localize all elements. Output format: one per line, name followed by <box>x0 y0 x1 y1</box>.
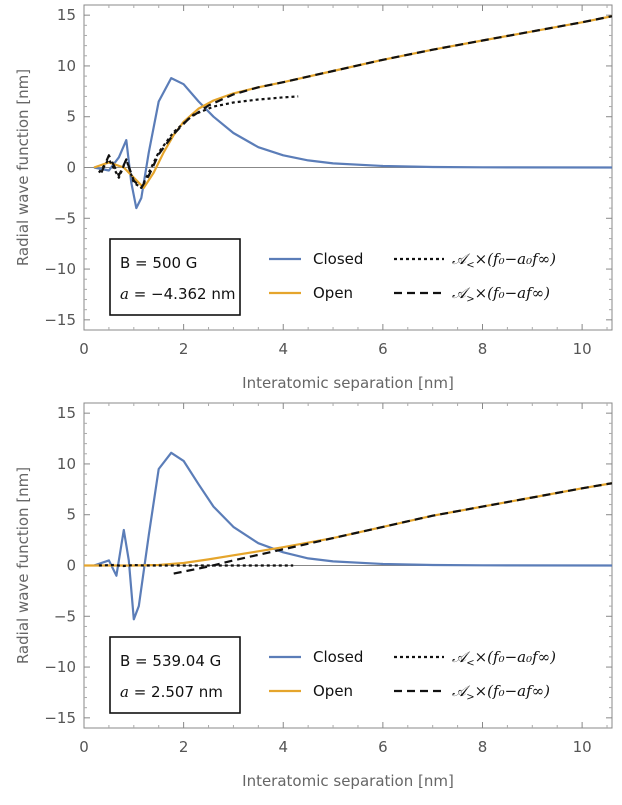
math-subscript: < <box>466 260 474 271</box>
math-expression: ×(f₀−af∞) <box>475 284 551 302</box>
y-tick-label: 15 <box>57 404 76 422</box>
y-tick-label: 5 <box>66 108 76 126</box>
series-dashed-asymptote <box>100 15 612 189</box>
y-tick-label: 0 <box>66 557 76 575</box>
series-closed <box>93 77 612 210</box>
y-tick-label: −15 <box>44 709 76 727</box>
y-tick-label: 5 <box>66 506 76 524</box>
legend-label-closed: Closed <box>313 648 363 666</box>
x-tick-label: 8 <box>478 738 488 756</box>
x-tick-label: 10 <box>573 738 592 756</box>
x-tick-label: 2 <box>179 340 189 358</box>
legend-label-dashed: 𝒜>×(f₀−af∞) <box>452 284 550 305</box>
x-axis-label: Interatomic separation [nm] <box>242 374 454 392</box>
math-expression: ×(f₀−a₀f∞) <box>475 648 557 666</box>
y-tick-label: −5 <box>54 607 76 625</box>
x-tick-label: 6 <box>378 340 388 358</box>
y-tick-label: −5 <box>54 209 76 227</box>
x-tick-label: 4 <box>278 738 288 756</box>
y-tick-label: 0 <box>66 159 76 177</box>
scattering-length-value: = 2.507 nm <box>129 683 223 701</box>
y-axis-label: Radial wave function [nm] <box>14 467 32 664</box>
x-tick-label: 0 <box>79 340 89 358</box>
y-tick-label: −10 <box>44 658 76 676</box>
annotation-box <box>109 636 241 714</box>
math-expression: ×(f₀−a₀f∞) <box>475 250 557 268</box>
legend-label-dashed: 𝒜>×(f₀−af∞) <box>452 682 550 703</box>
chart-panel-1: 0 2 4 6 8 10 −15 −10 −5 0 5 10 15 Interatomic separat… <box>14 4 613 392</box>
scattering-length-value: = −4.362 nm <box>129 285 236 303</box>
series-open <box>93 15 612 189</box>
x-tick-label: 0 <box>79 738 89 756</box>
x-tick-label: 2 <box>179 738 189 756</box>
chart-panel-2: 0 2 4 6 8 10 −15 −10 −5 0 5 10 15 Interatomic separat… <box>14 402 613 790</box>
math-subscript: > <box>466 294 474 305</box>
annotation-box <box>109 238 241 316</box>
legend-label-open: Open <box>313 682 353 700</box>
x-axis-label: Interatomic separation [nm] <box>242 772 454 790</box>
math-subscript: > <box>466 692 474 703</box>
x-tick-label: 10 <box>573 340 592 358</box>
series-closed <box>93 451 612 621</box>
scattering-length-symbol: a <box>120 285 129 303</box>
annotation-field: B = 539.04 G <box>120 652 221 670</box>
series-dashed-asymptote <box>173 482 612 575</box>
y-tick-label: −10 <box>44 260 76 278</box>
y-tick-label: 10 <box>57 57 76 75</box>
series-open <box>84 482 612 567</box>
legend-label-open: Open <box>313 284 353 302</box>
annotation-scattering-length: a = 2.507 nm <box>120 683 223 701</box>
y-tick-label: 10 <box>57 455 76 473</box>
x-tick-label: 4 <box>278 340 288 358</box>
y-axis-label: Radial wave function [nm] <box>14 69 32 266</box>
math-subscript: < <box>466 658 474 669</box>
scattering-length-symbol: a <box>120 683 129 701</box>
x-tick-label: 8 <box>478 340 488 358</box>
legend-label-dotted: 𝒜<×(f₀−a₀f∞) <box>452 648 556 669</box>
legend-label-closed: Closed <box>313 250 363 268</box>
math-expression: ×(f₀−af∞) <box>475 682 551 700</box>
annotation-scattering-length: a = −4.362 nm <box>120 285 235 303</box>
y-tick-label: 15 <box>57 6 76 24</box>
x-tick-label: 6 <box>378 738 388 756</box>
annotation-field: B = 500 G <box>120 254 197 272</box>
legend-label-dotted: 𝒜<×(f₀−a₀f∞) <box>452 250 556 271</box>
y-tick-label: −15 <box>44 311 76 329</box>
